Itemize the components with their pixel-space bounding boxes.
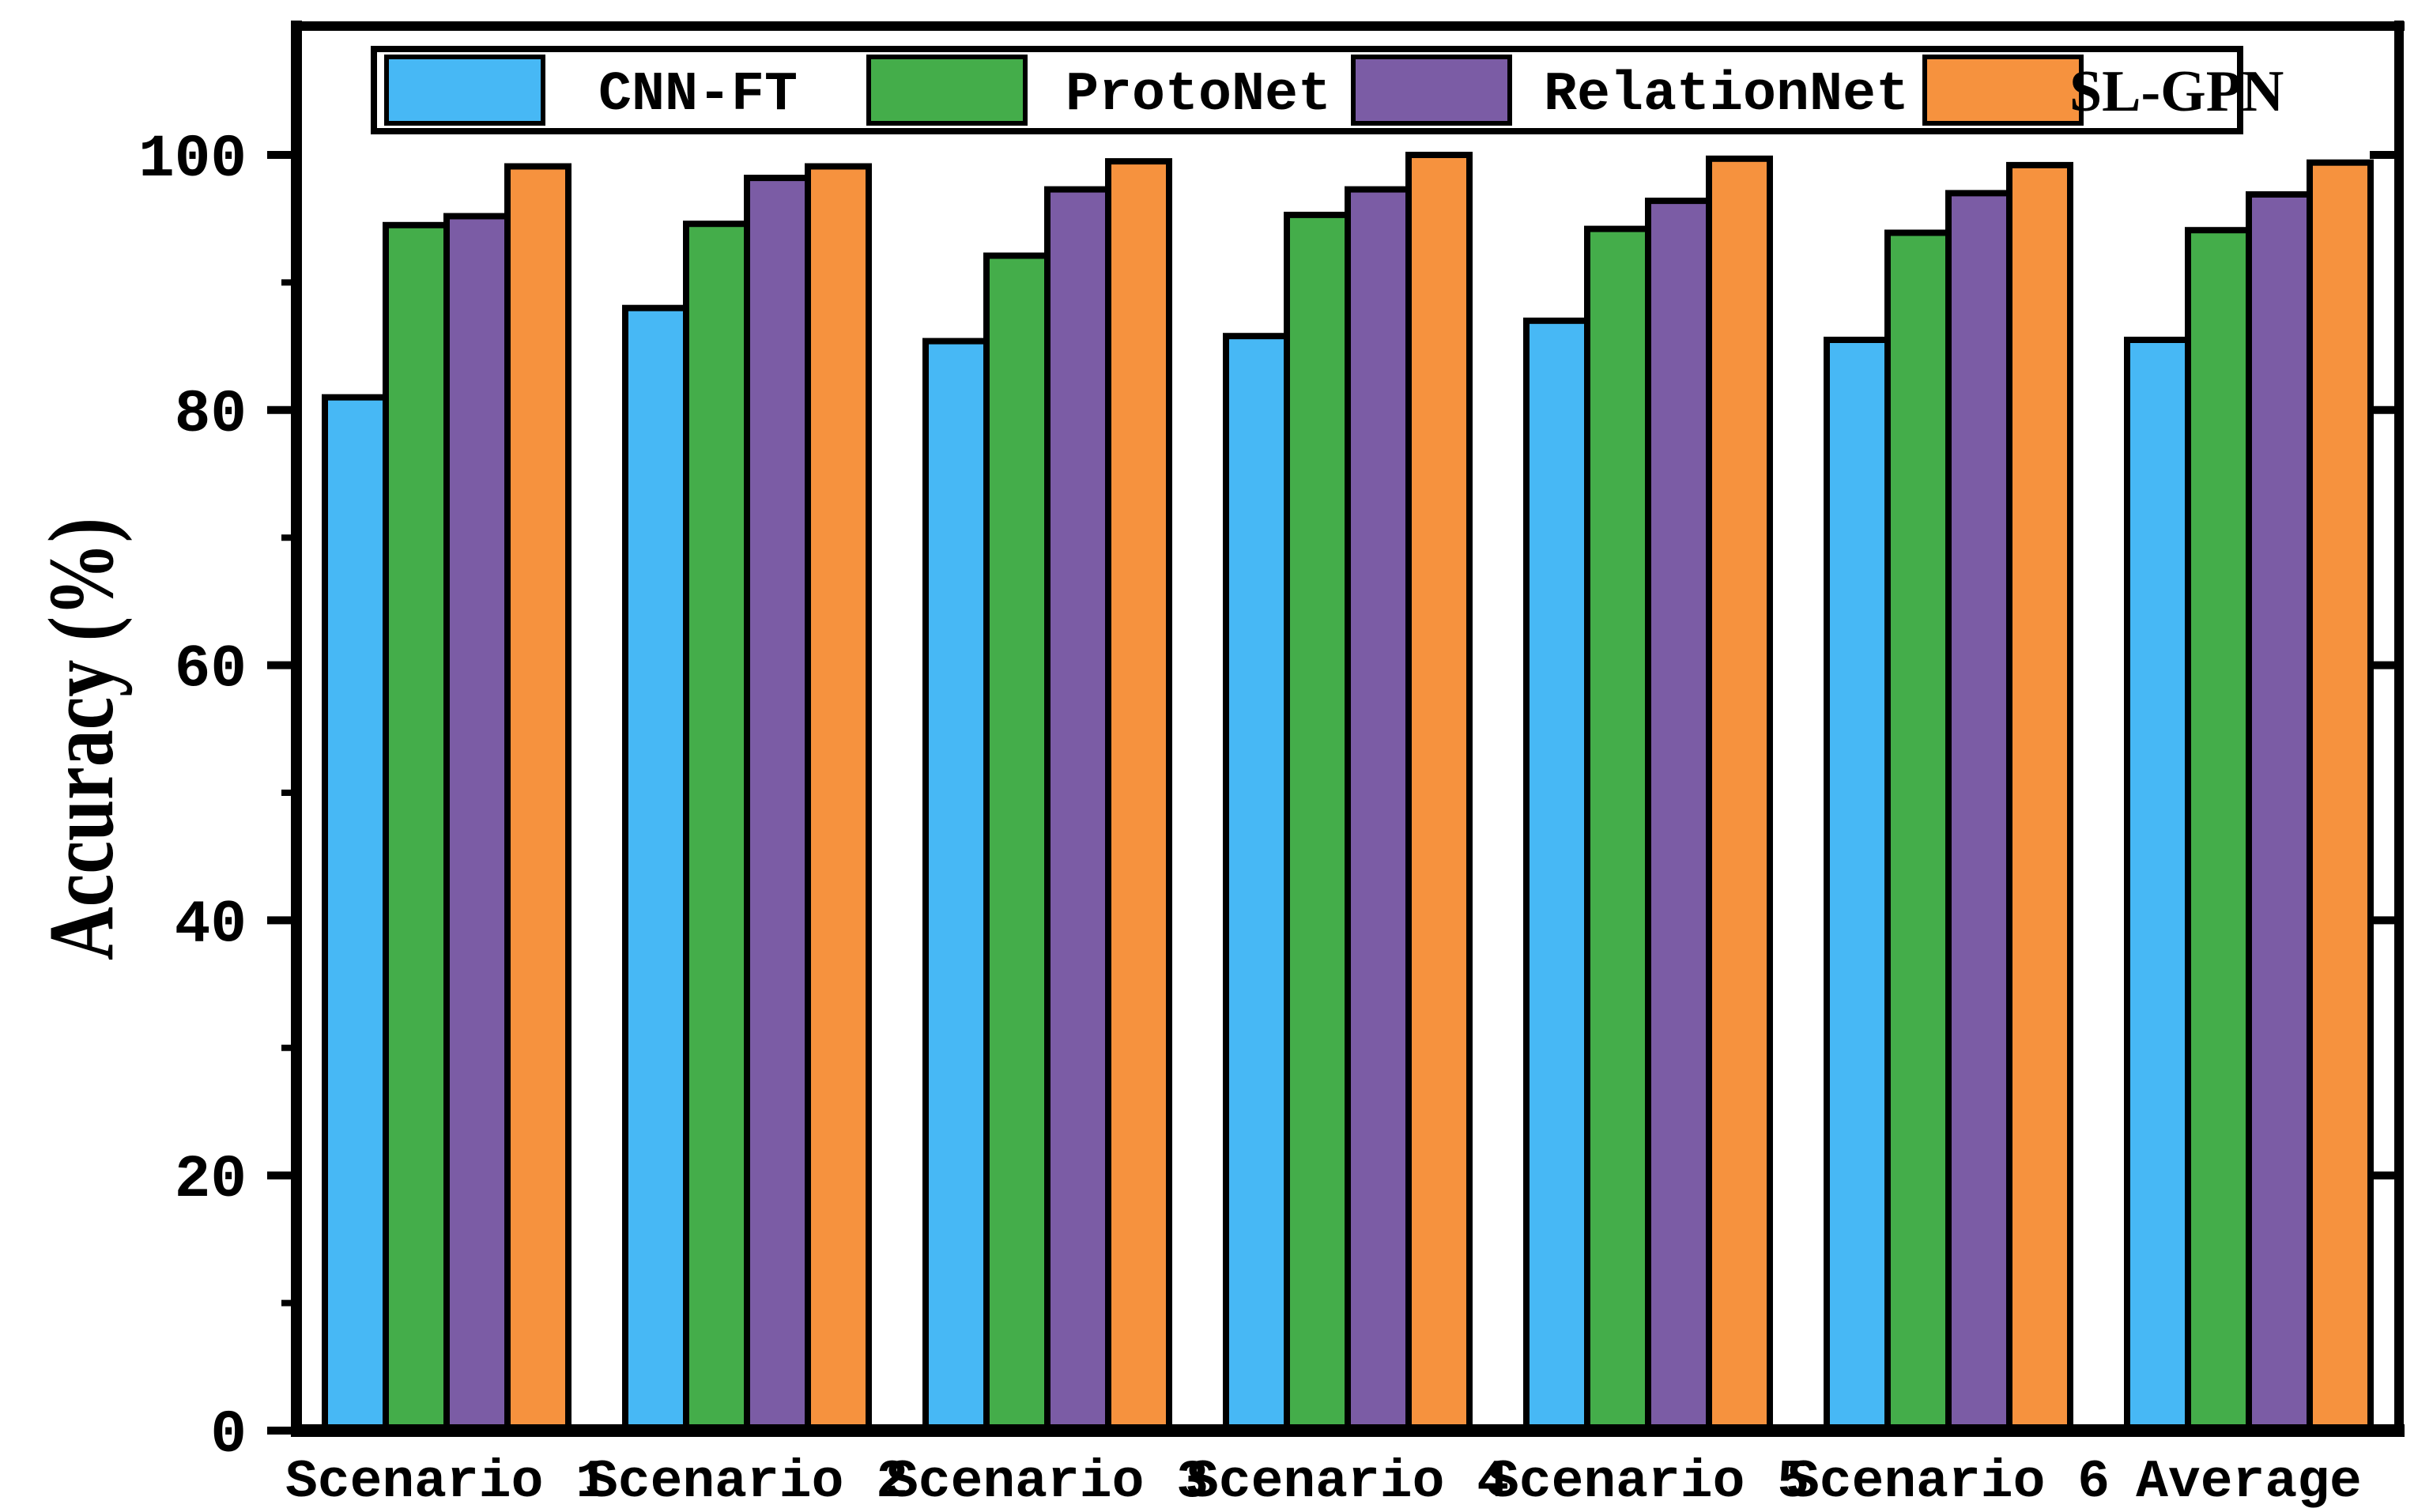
y-tick-label: 40 bbox=[175, 891, 247, 959]
y-tick-label: 100 bbox=[138, 126, 247, 194]
legend-swatch-protonet bbox=[866, 55, 1028, 126]
y-axis-title: Accuracy (%) bbox=[29, 518, 133, 960]
legend-label-cnn-ft: CNN-FT bbox=[598, 64, 798, 126]
legend-label-relationnet: RelationNet bbox=[1544, 64, 1909, 126]
bar-SL-GPN-scenario-6 bbox=[2006, 161, 2073, 1434]
y-tick-label: 60 bbox=[175, 636, 247, 704]
bar-SL-GPN-scenario-4 bbox=[1405, 152, 1473, 1434]
bar-ProtoNet-scenario-1 bbox=[383, 221, 450, 1434]
legend: CNN-FT ProtoNet RelationNet SL-GPN bbox=[371, 46, 2284, 134]
axes-layer bbox=[267, 21, 2405, 1437]
bar-RelationNet-scenario-4 bbox=[1345, 186, 1412, 1435]
x-category-label: Average bbox=[2136, 1452, 2362, 1512]
x-category-label: Scenario 1 bbox=[285, 1452, 608, 1512]
y-tick-label: 80 bbox=[175, 381, 247, 449]
bar-ProtoNet-scenario-6 bbox=[1884, 229, 1952, 1434]
legend-swatch-relationnet bbox=[1351, 55, 1512, 126]
bar-RelationNet-scenario-1 bbox=[443, 213, 511, 1434]
bar-SL-GPN-average bbox=[2307, 159, 2374, 1435]
bar-ProtoNet-average bbox=[2185, 227, 2252, 1435]
bars-layer bbox=[322, 152, 2374, 1435]
x-category-label: Scenario 3 bbox=[886, 1452, 1209, 1512]
legend-label-sl-gpn: SL-GPN bbox=[2069, 59, 2284, 124]
x-category-label: Scenario 5 bbox=[1487, 1452, 1809, 1512]
bar-ProtoNet-scenario-5 bbox=[1584, 225, 1651, 1435]
bar-SL-GPN-scenario-5 bbox=[1706, 155, 1773, 1434]
bar-SL-GPN-scenario-2 bbox=[805, 163, 872, 1434]
bar-CNN-FT-scenario-6 bbox=[1824, 337, 1891, 1434]
bar-ProtoNet-scenario-4 bbox=[1284, 211, 1351, 1434]
legend-label-protonet: ProtoNet bbox=[1066, 64, 1331, 126]
bar-SL-GPN-scenario-3 bbox=[1105, 158, 1172, 1435]
x-category-label: Scenario 4 bbox=[1186, 1452, 1509, 1512]
bar-CNN-FT-scenario-5 bbox=[1523, 317, 1590, 1434]
bar-SL-GPN-scenario-1 bbox=[504, 163, 571, 1434]
x-category-label: Scenario 2 bbox=[586, 1452, 908, 1512]
legend-swatch-sl-gpn bbox=[1922, 55, 2084, 126]
y-tick-label: 20 bbox=[175, 1146, 247, 1214]
x-category-label: Scenario 6 bbox=[1787, 1452, 2110, 1512]
bar-CNN-FT-scenario-4 bbox=[1223, 333, 1290, 1435]
bar-CNN-FT-average bbox=[2124, 337, 2191, 1434]
bar-ProtoNet-scenario-3 bbox=[983, 252, 1051, 1434]
bar-RelationNet-scenario-2 bbox=[744, 175, 811, 1435]
bar-RelationNet-scenario-5 bbox=[1645, 198, 1712, 1435]
bar-CNN-FT-scenario-2 bbox=[622, 304, 689, 1435]
bar-CNN-FT-scenario-1 bbox=[322, 394, 389, 1435]
bar-RelationNet-scenario-3 bbox=[1044, 186, 1111, 1435]
bar-RelationNet-average bbox=[2246, 191, 2313, 1434]
bar-ProtoNet-scenario-2 bbox=[683, 221, 750, 1435]
bar-CNN-FT-scenario-3 bbox=[922, 337, 990, 1435]
y-tick-label: 0 bbox=[210, 1401, 247, 1469]
bar-RelationNet-scenario-6 bbox=[1945, 190, 2012, 1434]
legend-swatch-cnn-ft bbox=[384, 55, 545, 126]
